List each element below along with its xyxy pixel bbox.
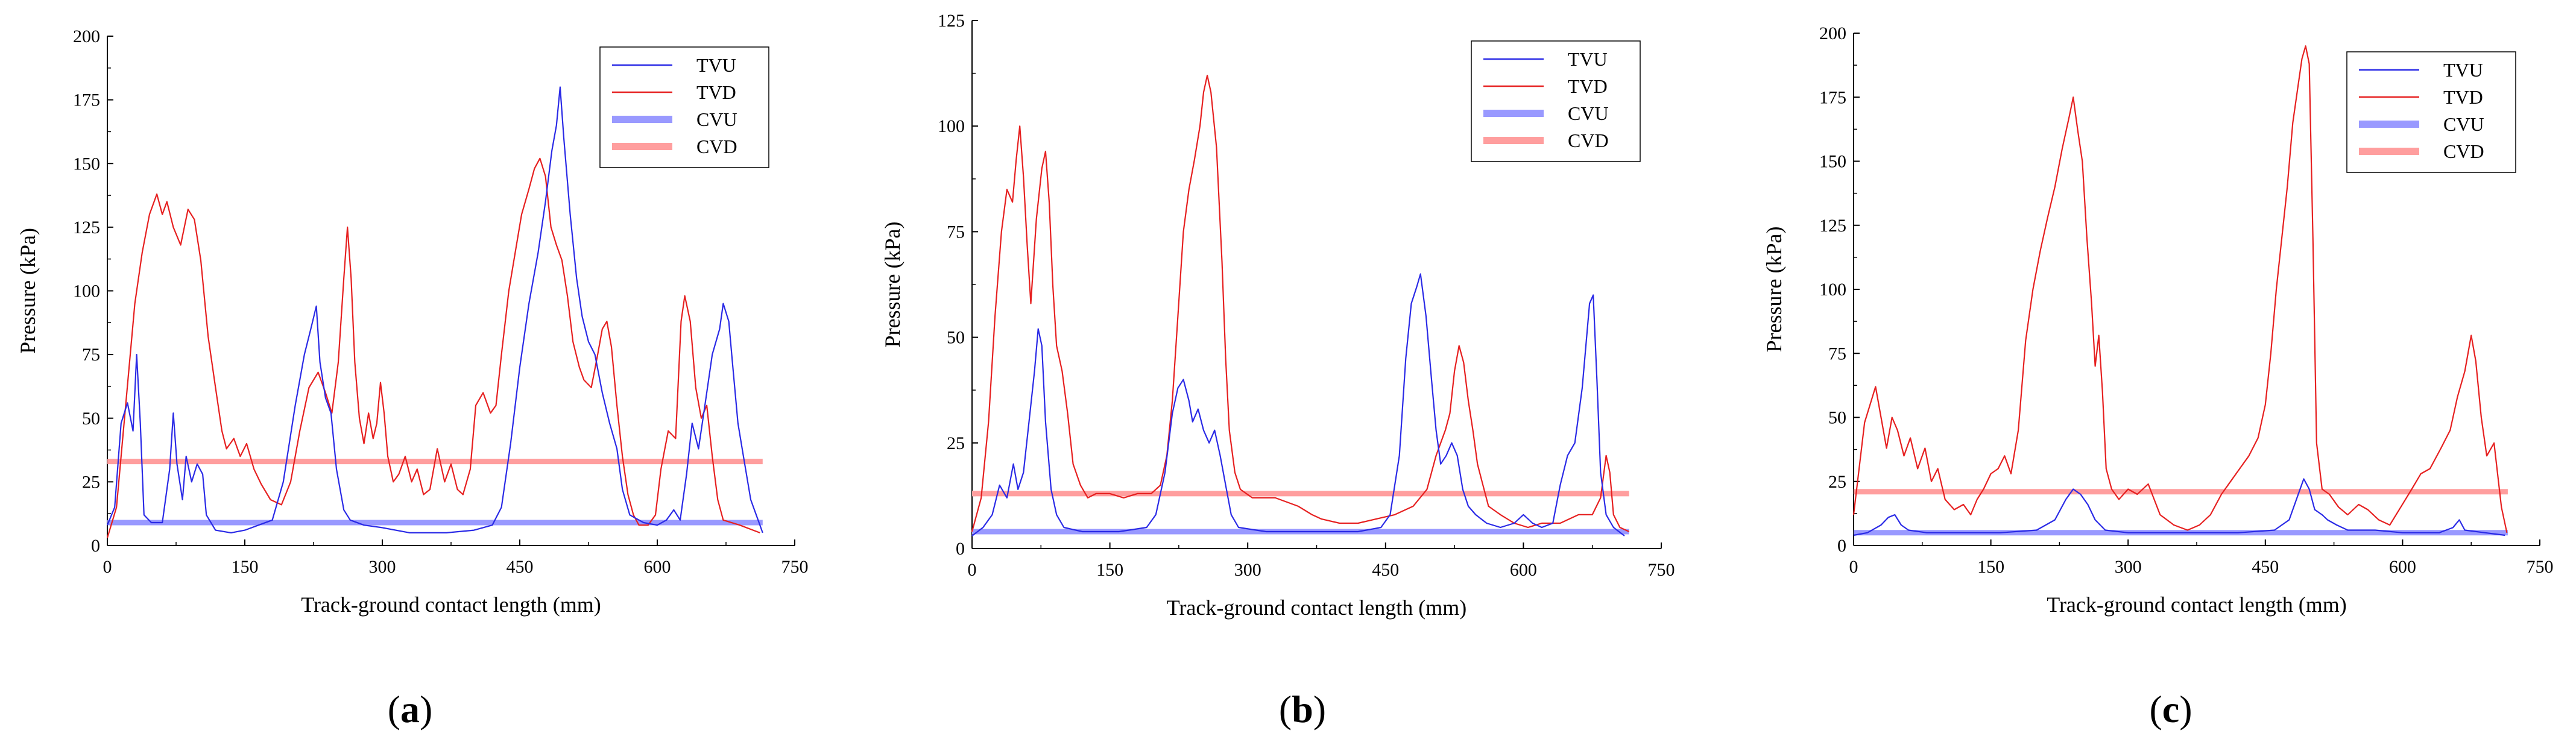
y-tick-label-c: 125 [1819,216,1846,236]
x-axis-label-b: Track-ground contact length (mm) [1167,596,1467,620]
legend-label-tvu-a: TVU [696,54,736,76]
caption-b-letter: b [1292,688,1313,731]
x-tick-label-b: 0 [968,560,977,580]
series-tvd-line-b [971,74,1630,533]
x-tick-label-a: 0 [103,557,112,577]
x-tick-label-b: 300 [1234,560,1261,580]
y-axis-label-a: Pressure (kPa) [16,228,40,354]
legend-label-cvd-b: CVD [1568,130,1609,151]
chart-a: 0 25 50 75 100 125 150 175 200 0 150 300 450 600 750 Tr… [16,27,809,617]
caption-a-letter: a [400,688,420,731]
y-tick-label-b: 100 [938,116,965,136]
caption-a-close: ) [420,688,433,731]
series-tvu-line-b [971,273,1625,536]
series-tvd-line-a [106,157,760,538]
y-tick-label-a: 150 [73,154,100,174]
y-tick-label-b: 0 [956,539,965,559]
series-tvu-line-a [106,86,763,534]
caption-b-open: ( [1278,688,1292,731]
legend-label-cvu-c: CVU [2443,113,2484,135]
caption-b-close: ) [1313,688,1327,731]
x-tick-label-b: 150 [1096,560,1123,580]
legend-label-tvu-c: TVU [2443,59,2483,81]
x-tick-label-c: 300 [2115,557,2142,577]
x-tick-label-a: 750 [781,557,809,577]
caption-c-close: ) [2179,688,2192,731]
legend-label-cvd-a: CVD [696,136,737,157]
y-tick-label-a: 25 [82,472,100,492]
chart-b: 0 25 50 75 100 125 0 150 300 450 600 750 Track-groun… [880,11,1675,620]
legend-label-tvd-c: TVD [2443,86,2483,108]
x-axis-label-c: Track-ground contact length (mm) [2047,593,2347,617]
x-tick-label-a: 600 [644,557,671,577]
legend-a: TVU TVD CVU CVD [599,46,769,168]
caption-c: (c) [2110,687,2231,732]
legend-label-cvu-a: CVU [696,108,737,130]
x-tick-label-c: 150 [1977,557,2004,577]
x-tick-label-a: 300 [369,557,396,577]
x-axis-label-a: Track-ground contact length (mm) [301,593,601,617]
series-tvu-line-c [1853,478,2505,536]
y-tick-label-c: 200 [1819,24,1846,43]
y-tick-label-a: 125 [73,218,100,237]
x-tick-label-c: 450 [2252,557,2279,577]
y-tick-label-c: 175 [1819,87,1846,107]
x-tick-label-a: 450 [507,557,534,577]
y-axis-label-c: Pressure (kPa) [1762,227,1786,353]
y-tick-label-a: 0 [91,536,100,556]
x-tick-label-c: 750 [2527,557,2554,577]
y-tick-label-a: 75 [82,345,100,365]
x-tick-label-b: 450 [1372,560,1399,580]
y-tick-label-b: 50 [947,328,965,348]
legend-label-tvd-b: TVD [1568,75,1608,97]
y-tick-label-b: 75 [947,222,965,242]
x-tick-label-c: 0 [1849,557,1858,577]
y-tick-label-a: 100 [73,281,100,301]
legend-label-cvd-c: CVD [2443,140,2484,162]
y-tick-label-b: 125 [938,11,965,31]
series-tvd-line-c [1852,45,2508,533]
caption-c-letter: c [2162,688,2180,731]
x-tick-label-a: 150 [232,557,259,577]
y-tick-label-c: 150 [1819,152,1846,172]
caption-a-open: ( [387,688,400,731]
y-tick-label-a: 50 [82,409,100,429]
y-tick-label-c: 25 [1828,472,1846,492]
x-tick-label-b: 750 [1648,560,1675,580]
y-tick-label-b: 25 [947,433,965,453]
caption-b: (b) [1242,687,1363,732]
y-tick-label-c: 100 [1819,280,1846,300]
caption-c-open: ( [2149,688,2162,731]
legend-c: TVU TVD CVU CVD [2346,51,2516,173]
legend-label-tvd-a: TVD [696,81,736,103]
y-tick-label-a: 200 [73,27,100,46]
y-tick-label-c: 50 [1828,408,1846,428]
y-axis-label-b: Pressure (kPa) [880,222,904,348]
x-tick-label-c: 600 [2389,557,2416,577]
y-tick-label-c: 0 [1837,536,1846,556]
legend-label-tvu-b: TVU [1568,48,1608,70]
x-tick-label-b: 600 [1510,560,1537,580]
caption-a: (a) [350,687,470,732]
legend-b: TVU TVD CVU CVD [1471,40,1641,162]
y-tick-label-a: 175 [73,90,100,110]
y-tick-label-c: 75 [1828,344,1846,363]
legend-label-cvu-b: CVU [1568,102,1609,124]
chart-c: 0 25 50 75 100 125 150 175 200 0 150 300 450 600 750 Tr… [1762,24,2554,617]
